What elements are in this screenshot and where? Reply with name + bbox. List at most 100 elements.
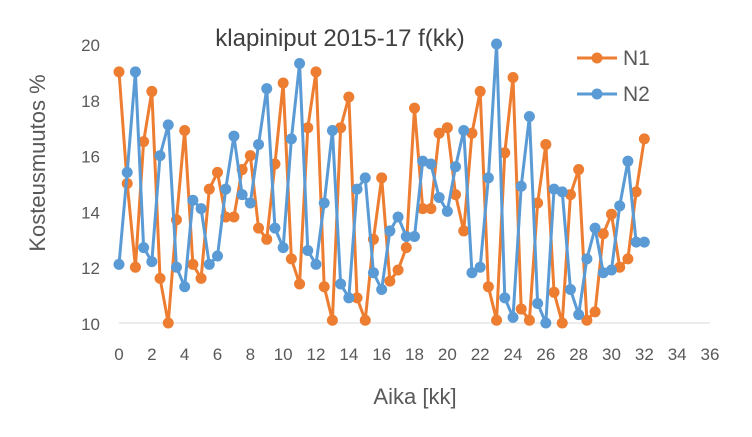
data-point-n1 xyxy=(359,314,371,326)
data-point-n1 xyxy=(228,211,240,223)
data-point-n1 xyxy=(129,261,141,273)
data-point-n2 xyxy=(261,83,273,95)
x-tick-label: 18 xyxy=(405,345,424,364)
series-n2 xyxy=(113,38,650,329)
data-point-n1 xyxy=(302,122,314,134)
x-tick-label: 0 xyxy=(114,345,123,364)
y-tick-label: 18 xyxy=(81,92,100,111)
data-point-n1 xyxy=(425,203,437,215)
data-point-n2 xyxy=(269,222,281,234)
data-point-n2 xyxy=(285,133,297,145)
x-tick-label: 12 xyxy=(307,345,326,364)
x-axis-title: Aika [kk] xyxy=(373,384,456,409)
data-point-n2 xyxy=(589,222,601,234)
x-tick-label: 30 xyxy=(602,345,621,364)
x-tick-label: 8 xyxy=(246,345,255,364)
data-point-n2 xyxy=(129,66,141,78)
data-point-n1 xyxy=(556,317,568,329)
data-point-n2 xyxy=(515,180,527,192)
data-point-n2 xyxy=(523,111,535,123)
legend-label-n2: N2 xyxy=(623,83,650,106)
data-point-n1 xyxy=(343,91,355,103)
x-axis-ticks: 0 2 4 6 8 10 12 14 16 18 20 22 24 26 28 30 32 34 36 xyxy=(114,345,719,364)
data-point-n2 xyxy=(179,281,191,293)
data-point-n1 xyxy=(212,166,223,178)
data-point-n1 xyxy=(499,147,511,159)
data-point-n2 xyxy=(630,236,642,248)
x-tick-label: 34 xyxy=(668,345,687,364)
data-point-n2 xyxy=(384,225,396,237)
chart-title: klapiniput 2015-17 f(kk) xyxy=(215,25,464,52)
data-point-n2 xyxy=(187,194,199,206)
data-point-n2 xyxy=(400,231,412,243)
legend-label-n1: N1 xyxy=(623,47,650,70)
data-point-n1 xyxy=(450,189,462,201)
data-point-n1 xyxy=(589,306,601,318)
data-point-n1 xyxy=(253,222,265,234)
y-tick-label: 14 xyxy=(81,203,100,222)
data-point-n2 xyxy=(573,309,585,321)
data-point-n2 xyxy=(474,261,486,273)
data-point-n2 xyxy=(367,267,379,279)
data-point-n2 xyxy=(499,292,511,304)
y-tick-label: 10 xyxy=(81,315,100,334)
data-point-n1 xyxy=(548,286,560,298)
data-point-n1 xyxy=(597,228,609,240)
data-point-n2 xyxy=(540,317,552,329)
data-point-n2 xyxy=(351,183,363,195)
data-point-n2 xyxy=(212,250,223,262)
data-point-n1 xyxy=(154,272,166,284)
x-tick-label: 4 xyxy=(180,345,189,364)
data-point-n2 xyxy=(376,284,388,296)
data-point-n1 xyxy=(113,66,125,78)
x-tick-label: 26 xyxy=(536,345,555,364)
data-point-n2 xyxy=(359,172,371,184)
data-point-n2 xyxy=(450,161,462,173)
y-axis-title: Kosteusmuutos % xyxy=(25,74,50,251)
data-point-n2 xyxy=(638,236,650,248)
data-point-n1 xyxy=(179,124,191,136)
data-point-n1 xyxy=(606,208,617,220)
data-point-n2 xyxy=(606,264,617,276)
y-tick-label: 16 xyxy=(81,148,100,167)
data-point-n1 xyxy=(318,281,330,293)
series-n1 xyxy=(113,66,650,329)
data-point-n2 xyxy=(466,267,478,279)
data-point-n2 xyxy=(203,258,215,270)
data-point-n2 xyxy=(532,297,544,309)
data-point-n2 xyxy=(614,200,626,212)
data-point-n1 xyxy=(433,127,445,139)
data-point-n1 xyxy=(532,197,544,209)
data-point-n1 xyxy=(376,172,388,184)
data-point-n1 xyxy=(384,275,396,287)
y-tick-label: 20 xyxy=(81,36,100,55)
data-point-n1 xyxy=(409,102,420,114)
data-point-n1 xyxy=(515,303,527,315)
data-point-n2 xyxy=(294,58,306,70)
data-point-n1 xyxy=(622,253,634,265)
data-point-n1 xyxy=(523,314,535,326)
legend-marker-n2 xyxy=(591,88,603,100)
data-point-n2 xyxy=(318,197,330,209)
data-point-n1 xyxy=(294,278,306,290)
data-point-n1 xyxy=(540,138,552,150)
x-tick-label: 10 xyxy=(274,345,293,364)
data-point-n2 xyxy=(146,256,158,268)
data-point-n2 xyxy=(170,261,182,273)
data-point-n1 xyxy=(441,122,453,134)
x-tick-label: 32 xyxy=(635,345,654,364)
y-axis-ticks: 10 12 14 16 18 20 xyxy=(81,36,100,334)
data-point-n1 xyxy=(581,314,593,326)
legend-marker-n1 xyxy=(591,52,603,64)
data-point-n2 xyxy=(310,258,322,270)
data-point-n1 xyxy=(507,71,519,83)
data-point-n2 xyxy=(556,186,568,198)
legend: N1 N2 xyxy=(577,47,650,106)
x-tick-label: 16 xyxy=(372,345,391,364)
data-point-n1 xyxy=(195,272,207,284)
data-point-n1 xyxy=(474,85,486,97)
data-point-n2 xyxy=(343,292,355,304)
data-point-n2 xyxy=(409,231,420,243)
data-point-n2 xyxy=(335,278,347,290)
